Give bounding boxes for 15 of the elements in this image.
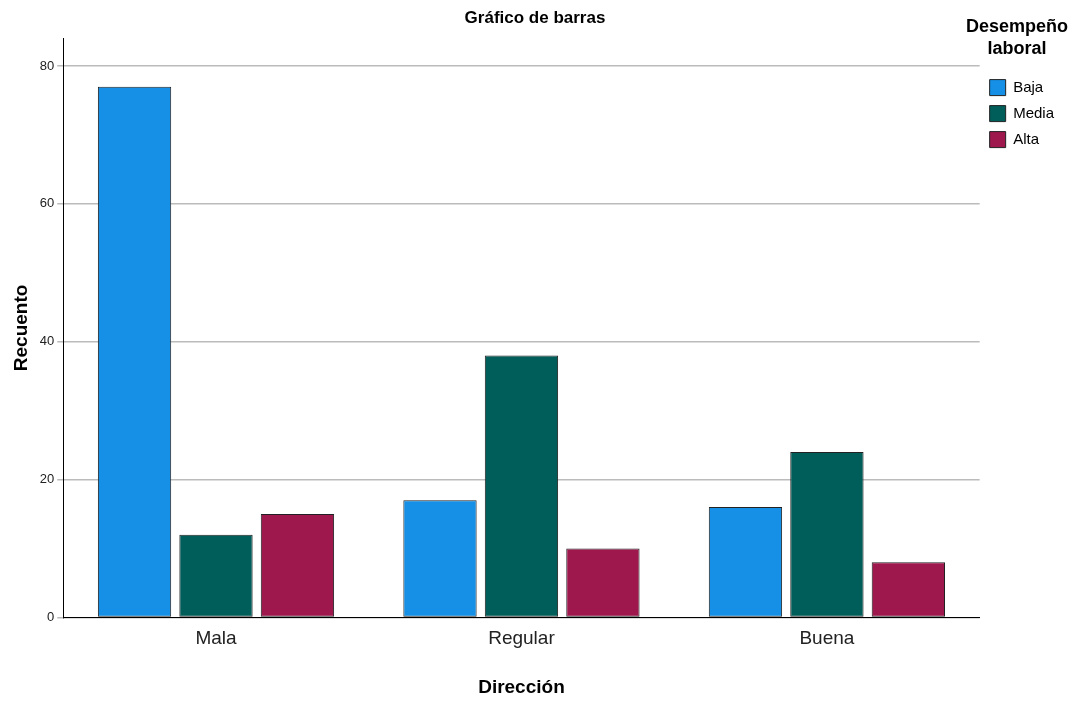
y-tick-label: 0 bbox=[47, 608, 55, 624]
chart-title: Gráfico de barras bbox=[464, 7, 606, 27]
legend-label: Media bbox=[1013, 103, 1055, 121]
legend-label: Baja bbox=[1013, 77, 1044, 95]
y-tick-label: 20 bbox=[39, 471, 55, 487]
y-axis-title: Recuento bbox=[9, 284, 31, 372]
x-tick-label: Buena bbox=[799, 627, 855, 649]
y-tick-label: 60 bbox=[39, 195, 55, 211]
x-tick-label: Mala bbox=[195, 627, 238, 649]
x-axis-title: Dirección bbox=[478, 675, 565, 697]
legend-title: Desempeño laboral bbox=[965, 15, 1069, 58]
x-tick-label: Regular bbox=[488, 627, 556, 649]
y-tick-label: 80 bbox=[39, 57, 55, 73]
legend-label: Alta bbox=[1013, 129, 1040, 147]
y-tick-label: 40 bbox=[39, 333, 55, 349]
